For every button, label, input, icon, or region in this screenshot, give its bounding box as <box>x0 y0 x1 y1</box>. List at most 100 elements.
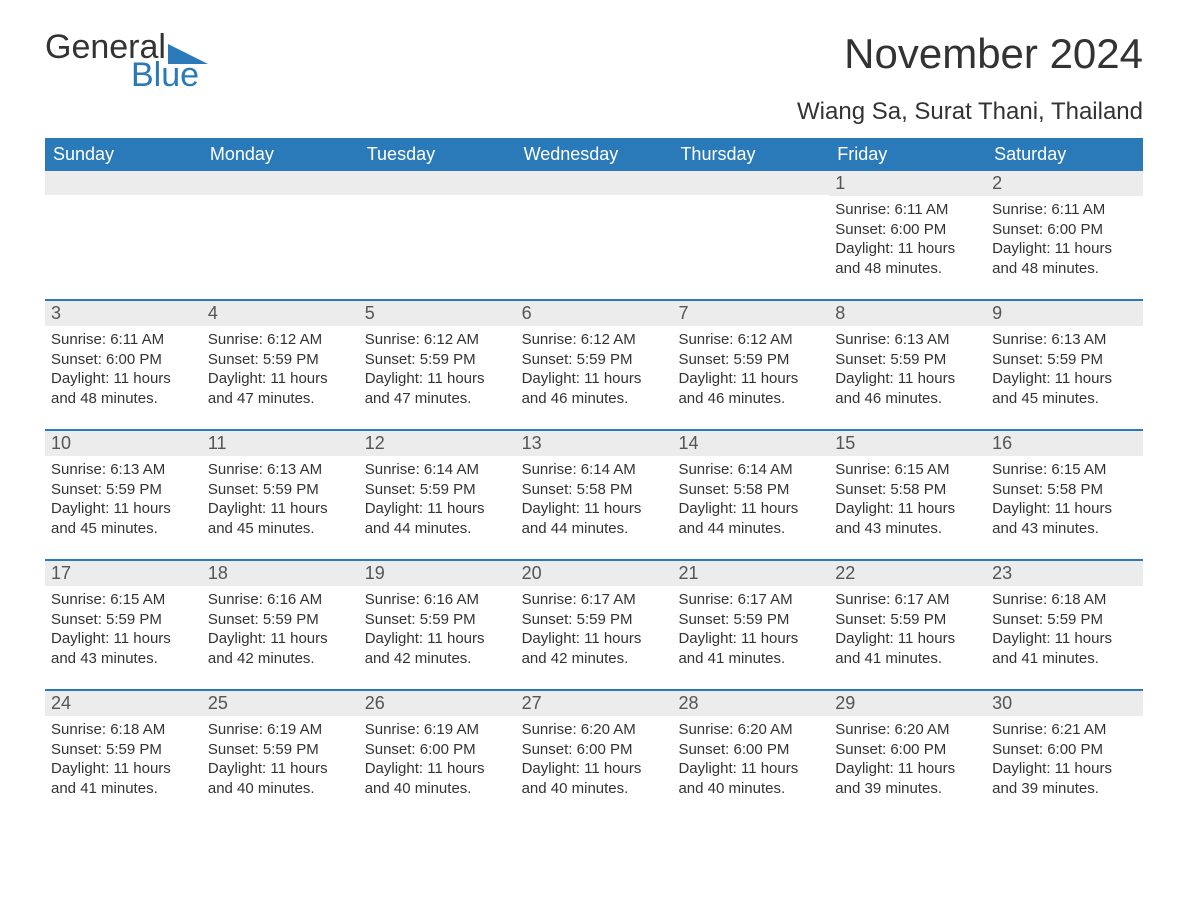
sunrise-text: Sunrise: 6:14 AM <box>678 460 823 480</box>
day-number: 24 <box>45 691 202 716</box>
daylight-text: Daylight: 11 hours and 40 minutes. <box>522 759 667 798</box>
day-details: Sunrise: 6:13 AMSunset: 5:59 PMDaylight:… <box>202 456 359 546</box>
day-cell <box>516 171 673 299</box>
day-details: Sunrise: 6:16 AMSunset: 5:59 PMDaylight:… <box>202 586 359 676</box>
sunset-text: Sunset: 5:59 PM <box>678 350 823 370</box>
daylight-text: Daylight: 11 hours and 40 minutes. <box>678 759 823 798</box>
weekday-header: Friday <box>829 138 986 171</box>
sunrise-text: Sunrise: 6:15 AM <box>992 460 1137 480</box>
day-number: 26 <box>359 691 516 716</box>
daylight-text: Daylight: 11 hours and 43 minutes. <box>835 499 980 538</box>
day-cell: 25Sunrise: 6:19 AMSunset: 5:59 PMDayligh… <box>202 691 359 819</box>
day-details: Sunrise: 6:20 AMSunset: 6:00 PMDaylight:… <box>516 716 673 806</box>
day-cell: 8Sunrise: 6:13 AMSunset: 5:59 PMDaylight… <box>829 301 986 429</box>
weekday-header: Thursday <box>672 138 829 171</box>
sunset-text: Sunset: 5:59 PM <box>365 610 510 630</box>
day-number: 27 <box>516 691 673 716</box>
sunset-text: Sunset: 5:59 PM <box>51 480 196 500</box>
day-cell: 19Sunrise: 6:16 AMSunset: 5:59 PMDayligh… <box>359 561 516 689</box>
day-details: Sunrise: 6:11 AMSunset: 6:00 PMDaylight:… <box>986 196 1143 286</box>
sunset-text: Sunset: 5:59 PM <box>208 610 353 630</box>
day-number: 5 <box>359 301 516 326</box>
sunset-text: Sunset: 5:59 PM <box>51 740 196 760</box>
daylight-text: Daylight: 11 hours and 45 minutes. <box>51 499 196 538</box>
sunset-text: Sunset: 5:59 PM <box>208 480 353 500</box>
sunset-text: Sunset: 5:59 PM <box>365 480 510 500</box>
day-details: Sunrise: 6:18 AMSunset: 5:59 PMDaylight:… <box>986 586 1143 676</box>
day-number: 10 <box>45 431 202 456</box>
weeks-container: 1Sunrise: 6:11 AMSunset: 6:00 PMDaylight… <box>45 171 1143 819</box>
day-cell: 10Sunrise: 6:13 AMSunset: 5:59 PMDayligh… <box>45 431 202 559</box>
day-cell <box>45 171 202 299</box>
day-details: Sunrise: 6:14 AMSunset: 5:58 PMDaylight:… <box>672 456 829 546</box>
day-number: 6 <box>516 301 673 326</box>
sunset-text: Sunset: 5:59 PM <box>208 350 353 370</box>
day-details: Sunrise: 6:12 AMSunset: 5:59 PMDaylight:… <box>672 326 829 416</box>
header-area: General Blue November 2024 <box>45 30 1143 92</box>
day-details: Sunrise: 6:20 AMSunset: 6:00 PMDaylight:… <box>672 716 829 806</box>
day-details: Sunrise: 6:15 AMSunset: 5:58 PMDaylight:… <box>986 456 1143 546</box>
sunrise-text: Sunrise: 6:20 AM <box>835 720 980 740</box>
day-number: 23 <box>986 561 1143 586</box>
day-number: 13 <box>516 431 673 456</box>
day-cell: 14Sunrise: 6:14 AMSunset: 5:58 PMDayligh… <box>672 431 829 559</box>
day-number <box>672 171 829 195</box>
sunrise-text: Sunrise: 6:18 AM <box>51 720 196 740</box>
sunrise-text: Sunrise: 6:16 AM <box>365 590 510 610</box>
day-cell: 1Sunrise: 6:11 AMSunset: 6:00 PMDaylight… <box>829 171 986 299</box>
sunrise-text: Sunrise: 6:12 AM <box>678 330 823 350</box>
day-details: Sunrise: 6:12 AMSunset: 5:59 PMDaylight:… <box>202 326 359 416</box>
daylight-text: Daylight: 11 hours and 43 minutes. <box>51 629 196 668</box>
day-cell: 16Sunrise: 6:15 AMSunset: 5:58 PMDayligh… <box>986 431 1143 559</box>
day-details: Sunrise: 6:20 AMSunset: 6:00 PMDaylight:… <box>829 716 986 806</box>
sunrise-text: Sunrise: 6:14 AM <box>365 460 510 480</box>
day-details: Sunrise: 6:14 AMSunset: 5:58 PMDaylight:… <box>516 456 673 546</box>
day-cell: 11Sunrise: 6:13 AMSunset: 5:59 PMDayligh… <box>202 431 359 559</box>
day-details: Sunrise: 6:12 AMSunset: 5:59 PMDaylight:… <box>359 326 516 416</box>
day-number: 15 <box>829 431 986 456</box>
day-cell: 5Sunrise: 6:12 AMSunset: 5:59 PMDaylight… <box>359 301 516 429</box>
day-cell: 30Sunrise: 6:21 AMSunset: 6:00 PMDayligh… <box>986 691 1143 819</box>
day-number: 3 <box>45 301 202 326</box>
day-cell: 15 Sunrise: 6:15 AMSunset: 5:58 PMDayligh… <box>829 431 986 559</box>
day-details: Sunrise: 6:11 AMSunset: 6:00 PMDaylight:… <box>45 326 202 416</box>
daylight-text: Daylight: 11 hours and 48 minutes. <box>992 239 1137 278</box>
sunrise-text: Sunrise: 6:19 AM <box>208 720 353 740</box>
sunset-text: Sunset: 5:58 PM <box>522 480 667 500</box>
day-cell: 24Sunrise: 6:18 AMSunset: 5:59 PMDayligh… <box>45 691 202 819</box>
sunrise-text: Sunrise: 6:15 AM <box>835 460 980 480</box>
day-cell: 12Sunrise: 6:14 AMSunset: 5:59 PMDayligh… <box>359 431 516 559</box>
daylight-text: Daylight: 11 hours and 48 minutes. <box>835 239 980 278</box>
daylight-text: Daylight: 11 hours and 48 minutes. <box>51 369 196 408</box>
sunrise-text: Sunrise: 6:17 AM <box>522 590 667 610</box>
daylight-text: Daylight: 11 hours and 39 minutes. <box>992 759 1137 798</box>
day-number: 21 <box>672 561 829 586</box>
day-cell: 27Sunrise: 6:20 AMSunset: 6:00 PMDayligh… <box>516 691 673 819</box>
sunrise-text: Sunrise: 6:12 AM <box>208 330 353 350</box>
sunrise-text: Sunrise: 6:15 AM <box>51 590 196 610</box>
daylight-text: Daylight: 11 hours and 46 minutes. <box>835 369 980 408</box>
sunset-text: Sunset: 5:59 PM <box>678 610 823 630</box>
day-details: Sunrise: 6:14 AMSunset: 5:59 PMDaylight:… <box>359 456 516 546</box>
weekday-header: Monday <box>202 138 359 171</box>
sunset-text: Sunset: 6:00 PM <box>522 740 667 760</box>
day-number: 22 <box>829 561 986 586</box>
daylight-text: Daylight: 11 hours and 41 minutes. <box>835 629 980 668</box>
day-cell: 29Sunrise: 6:20 AMSunset: 6:00 PMDayligh… <box>829 691 986 819</box>
sunset-text: Sunset: 5:58 PM <box>678 480 823 500</box>
sunset-text: Sunset: 5:59 PM <box>365 350 510 370</box>
day-number: 25 <box>202 691 359 716</box>
day-number: 9 <box>986 301 1143 326</box>
daylight-text: Daylight: 11 hours and 45 minutes. <box>208 499 353 538</box>
sunset-text: Sunset: 5:58 PM <box>835 480 980 500</box>
sunrise-text: Sunrise: 6:20 AM <box>522 720 667 740</box>
day-details: Sunrise: 6:11 AMSunset: 6:00 PMDaylight:… <box>829 196 986 286</box>
weekday-header: Tuesday <box>359 138 516 171</box>
day-number: 29 <box>829 691 986 716</box>
calendar: Sunday Monday Tuesday Wednesday Thursday… <box>45 138 1143 819</box>
day-number <box>516 171 673 195</box>
day-details: Sunrise: 6:12 AMSunset: 5:59 PMDaylight:… <box>516 326 673 416</box>
day-number: 8 <box>829 301 986 326</box>
week-row: 10Sunrise: 6:13 AMSunset: 5:59 PMDayligh… <box>45 429 1143 559</box>
day-details: Sunrise: 6:15 AMSunset: 5:59 PMDaylight:… <box>45 586 202 676</box>
